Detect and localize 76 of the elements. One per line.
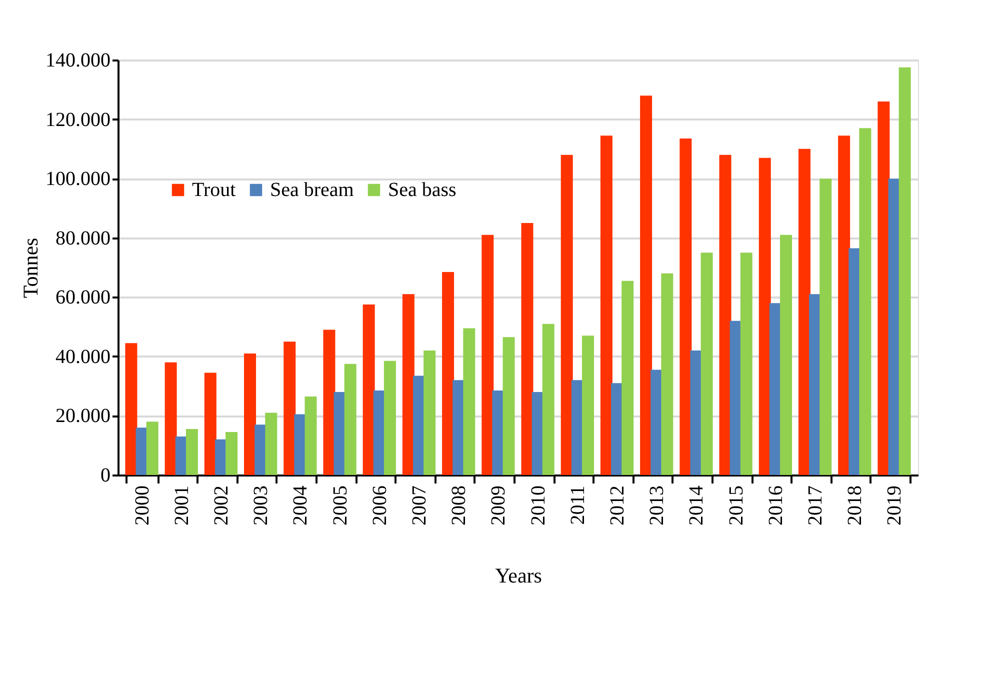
bar	[680, 138, 692, 475]
x-tick-label: 2007	[408, 486, 430, 526]
bar	[888, 178, 900, 475]
bar	[859, 128, 872, 475]
bar	[384, 360, 396, 475]
bar	[758, 158, 771, 475]
y-tick-label: 80.000	[56, 227, 110, 250]
bar	[798, 148, 810, 475]
x-tick-label: 2019	[884, 486, 906, 526]
x-tick-label: 2017	[804, 486, 827, 526]
bar	[582, 336, 594, 475]
y-tick-label: 140.000	[46, 50, 110, 72]
legend-label: Trout	[192, 179, 236, 201]
bar	[820, 178, 832, 475]
bar	[323, 330, 336, 475]
bar	[838, 136, 850, 475]
bar	[898, 67, 911, 475]
x-tick-label: 2009	[488, 486, 510, 526]
bar	[661, 273, 674, 475]
bar	[244, 353, 256, 475]
x-tick-label: 2015	[725, 486, 748, 526]
x-axis-title: Years	[495, 564, 542, 588]
bar	[402, 294, 414, 475]
legend-label: Sea bass	[388, 179, 457, 201]
bar	[780, 234, 792, 475]
bar	[442, 272, 454, 475]
x-tick-label: 2014	[686, 486, 708, 526]
x-tick-label: 2004	[290, 486, 312, 526]
x-tick-label: 2018	[844, 486, 866, 526]
x-tick-label: 2013	[646, 486, 668, 526]
bar	[690, 350, 702, 475]
y-tick-label: 120.000	[46, 108, 110, 131]
bar	[463, 328, 476, 475]
bar	[424, 350, 436, 475]
bar	[600, 136, 612, 475]
bar	[622, 280, 634, 475]
bar	[304, 396, 317, 475]
y-tick-label: 0	[100, 464, 110, 486]
x-tick-label: 2008	[448, 486, 470, 526]
bar	[265, 412, 278, 475]
x-tick-label: 2011	[566, 486, 589, 525]
bar	[502, 337, 515, 475]
x-tick-label: 2000	[131, 486, 154, 526]
bar	[740, 252, 752, 475]
x-tick-label: 2003	[250, 486, 272, 526]
bar	[186, 429, 198, 475]
bar	[521, 223, 534, 475]
bar	[492, 390, 504, 475]
bar	[482, 234, 494, 475]
y-tick-label: 40.000	[56, 346, 110, 368]
bar	[125, 343, 138, 475]
y-tick-label: 20.000	[56, 405, 110, 428]
x-tick-label: 2016	[764, 486, 787, 526]
x-tick-label: 2010	[527, 486, 550, 526]
bar	[542, 324, 554, 475]
bar	[700, 252, 713, 475]
x-tick-label: 2006	[368, 486, 391, 526]
bar	[878, 102, 890, 475]
x-tick-label: 2012	[606, 486, 629, 526]
x-tick-label: 2001	[170, 486, 193, 526]
bar	[284, 342, 296, 475]
bar	[640, 96, 652, 475]
bar	[560, 154, 573, 475]
bar	[146, 422, 158, 475]
bar	[164, 362, 177, 475]
y-axis-title: Tonnes	[18, 238, 42, 298]
y-tick-label: 60.000	[56, 286, 110, 309]
x-tick-label: 2002	[210, 486, 232, 526]
bar	[226, 432, 238, 475]
bar	[362, 304, 375, 475]
bar	[344, 364, 356, 475]
x-tick-label: 2005	[329, 486, 352, 526]
bar	[719, 154, 732, 475]
bar	[204, 372, 216, 475]
y-tick-label: 100.000	[46, 168, 110, 190]
legend-label: Sea bream	[270, 179, 354, 201]
